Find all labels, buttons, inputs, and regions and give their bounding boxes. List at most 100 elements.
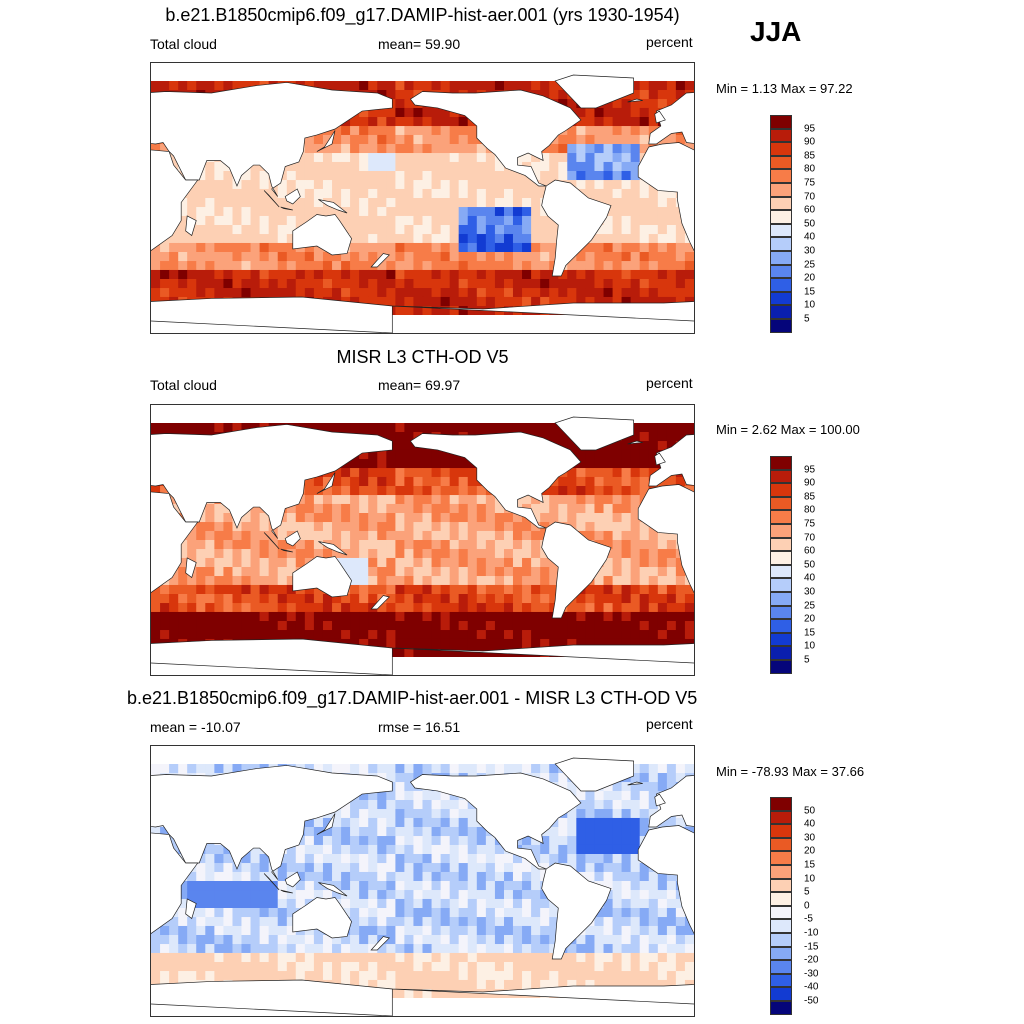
colorbar-tick-label: 20 [804, 845, 816, 857]
colorbar-tick-label: -5 [804, 913, 813, 925]
colorbar-tick-label: 10 [804, 299, 816, 311]
colorbar-box [770, 973, 792, 988]
colorbar-box [770, 632, 792, 647]
colorbar-box [770, 810, 792, 825]
colorbar-box [770, 660, 792, 674]
colorbar-tick-label: 5 [804, 313, 810, 325]
colorbar-tick-label: 20 [804, 613, 816, 625]
panel-2-left-label: Total cloud [150, 377, 217, 393]
colorbar-box [770, 278, 792, 292]
colorbar-tick-label: 85 [804, 150, 816, 162]
colorbar-box [770, 251, 792, 265]
colorbar-tick-label: 15 [804, 286, 816, 298]
colorbar-tick-label: 15 [804, 859, 816, 871]
panel-2-minmax: Min = 2.62 Max = 100.00 [716, 422, 860, 437]
colorbar-tick-label: 50 [804, 218, 816, 230]
panel-2-map [150, 404, 695, 676]
colorbar-tick-label: 10 [804, 873, 816, 885]
colorbar-tick-label: 70 [804, 191, 816, 203]
colorbar-tick-label: 30 [804, 586, 816, 598]
colorbar-box [770, 510, 792, 524]
colorbar-box [770, 496, 792, 511]
colorbar-box [770, 797, 792, 811]
colorbar-box [770, 946, 792, 961]
colorbar-box [770, 987, 792, 1001]
colorbar-box [770, 605, 792, 620]
colorbar-box [770, 851, 792, 865]
colorbar-box [770, 551, 792, 565]
colorbar-tick-label: 15 [804, 627, 816, 639]
colorbar-box [770, 892, 792, 906]
colorbar-tick-label: 60 [804, 545, 816, 557]
colorbar-box [770, 919, 792, 933]
colorbar-tick-label: 0 [804, 900, 810, 912]
colorbar-box [770, 646, 792, 660]
colorbar-box [770, 564, 792, 579]
colorbar-tick-label: 5 [804, 886, 810, 898]
colorbar-box [770, 933, 792, 947]
panel-1-map [150, 62, 695, 334]
colorbar-tick-label: 20 [804, 272, 816, 284]
colorbar-box [770, 592, 792, 606]
panel-1-units-label: percent [646, 34, 693, 50]
panel-3-minmax: Min = -78.93 Max = 37.66 [716, 764, 865, 779]
colorbar-box [770, 196, 792, 211]
colorbar-box [770, 128, 792, 143]
panel-3-rmse-label: rmse = 16.51 [378, 719, 461, 735]
colorbar-tick-label: 80 [804, 504, 816, 516]
colorbar-tick-label: 40 [804, 818, 816, 830]
colorbar-box [770, 483, 792, 497]
colorbar-box [770, 878, 792, 893]
colorbar-box [770, 305, 792, 319]
colorbar-tick-label: 30 [804, 245, 816, 257]
colorbar-box [770, 469, 792, 484]
colorbar-tick-label: -30 [804, 968, 819, 980]
colorbar-box [770, 619, 792, 633]
colorbar-tick-label: 95 [804, 464, 816, 476]
panel-3-title: b.e21.B1850cmip6.f09_g17.DAMIP-hist-aer.… [127, 688, 698, 708]
colorbar-tick-label: 75 [804, 177, 816, 189]
panel-1-left-label: Total cloud [150, 36, 217, 52]
colorbar-box [770, 183, 792, 197]
colorbar-tick-label: -20 [804, 954, 819, 966]
colorbar-tick-label: -40 [804, 981, 819, 993]
colorbar-tick-label: 85 [804, 491, 816, 503]
panel-3-mean-label: mean = -10.07 [150, 719, 241, 735]
panel-3-units-label: percent [646, 716, 693, 732]
colorbar-tick-label: 30 [804, 832, 816, 844]
colorbar-box [770, 524, 792, 538]
colorbar-box [770, 456, 792, 470]
colorbar-tick-label: 95 [804, 123, 816, 135]
season-label: JJA [750, 16, 802, 47]
colorbar-tick-label: 25 [804, 600, 816, 612]
colorbar-box [770, 115, 792, 129]
colorbar-box [770, 837, 792, 852]
colorbar-tick-label: -15 [804, 941, 819, 953]
colorbar-tick-label: 50 [804, 559, 816, 571]
colorbar-tick-label: 90 [804, 477, 816, 489]
colorbar-tick-label: 90 [804, 136, 816, 148]
panel-1-minmax: Min = 1.13 Max = 97.22 [716, 81, 853, 96]
panel-1-title: b.e21.B1850cmip6.f09_g17.DAMIP-hist-aer.… [165, 5, 680, 25]
colorbar-tick-label: 40 [804, 572, 816, 584]
colorbar-box [770, 291, 792, 306]
colorbar-tick-label: 5 [804, 654, 810, 666]
colorbar-tick-label: -10 [804, 927, 819, 939]
colorbar-box [770, 578, 792, 592]
colorbar-box [770, 905, 792, 920]
panel-2-title: MISR L3 CTH-OD V5 [336, 347, 509, 367]
colorbar-tick-label: 70 [804, 532, 816, 544]
colorbar-box [770, 169, 792, 183]
colorbar-box [770, 824, 792, 838]
colorbar-box [770, 223, 792, 238]
colorbar-tick-label: 80 [804, 163, 816, 175]
colorbar-box [770, 155, 792, 170]
colorbar-tick-label: 40 [804, 231, 816, 243]
colorbar-box [770, 210, 792, 224]
colorbar-tick-label: 60 [804, 204, 816, 216]
colorbar-box [770, 237, 792, 251]
colorbar-box [770, 960, 792, 974]
colorbar-box [770, 142, 792, 156]
land-outline [151, 757, 694, 1016]
colorbar-box [770, 1001, 792, 1015]
